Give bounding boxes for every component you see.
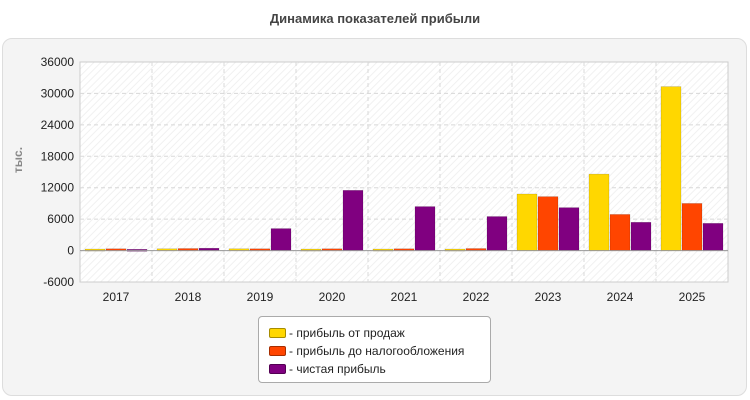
y-tick-label: 12000 bbox=[41, 181, 75, 195]
y-tick-label: 24000 bbox=[41, 118, 75, 132]
x-tick-label: 2024 bbox=[607, 290, 634, 304]
x-tick-label: 2018 bbox=[175, 290, 202, 304]
x-tick-label: 2020 bbox=[319, 290, 346, 304]
y-tick-label: 0 bbox=[67, 244, 74, 258]
bars bbox=[84, 86, 724, 252]
bar bbox=[630, 222, 652, 251]
bar bbox=[609, 214, 631, 251]
x-tick-label: 2017 bbox=[103, 290, 130, 304]
bar bbox=[660, 86, 682, 251]
y-tick-label: 18000 bbox=[41, 149, 75, 163]
x-tick-label: 2019 bbox=[247, 290, 274, 304]
bar bbox=[270, 228, 292, 251]
chart-title: Динамика показателей прибыли bbox=[269, 11, 481, 26]
legend-label: - чистая прибыль bbox=[289, 362, 386, 376]
bar bbox=[342, 190, 364, 251]
legend-swatch bbox=[269, 346, 286, 356]
bar bbox=[681, 203, 703, 251]
x-tick-label: 2023 bbox=[535, 290, 562, 304]
bar bbox=[588, 173, 610, 251]
legend-swatch bbox=[269, 364, 286, 374]
legend-item-pretax-profit: - прибыль до налогообложения bbox=[269, 342, 490, 360]
bar bbox=[516, 193, 538, 251]
bar bbox=[558, 207, 580, 251]
legend-swatch bbox=[269, 328, 286, 338]
legend-item-net-profit: - чистая прибыль bbox=[269, 360, 490, 378]
bar bbox=[486, 216, 508, 251]
legend-item-sales-profit: - прибыль от продаж bbox=[269, 324, 490, 342]
axes: -6000 0 6000 12000 18000 24000 30000 36000 2017 2… bbox=[41, 55, 728, 304]
x-tick-label: 2022 bbox=[463, 290, 490, 304]
x-tick-label: 2025 bbox=[679, 290, 706, 304]
legend-label: - прибыль до налогообложения bbox=[289, 344, 465, 358]
y-tick-label: 36000 bbox=[41, 55, 75, 69]
y-tick-label: -6000 bbox=[43, 275, 74, 289]
y-tick-label: 6000 bbox=[47, 212, 74, 226]
chart-legend: - прибыль от продаж - прибыль до налогоо… bbox=[258, 316, 491, 383]
bar bbox=[702, 223, 724, 251]
bar bbox=[537, 196, 559, 251]
bar bbox=[414, 206, 436, 251]
y-axis-label: тыс. bbox=[11, 147, 25, 173]
legend-label: - прибыль от продаж bbox=[289, 326, 405, 340]
x-tick-label: 2021 bbox=[391, 290, 418, 304]
y-tick-label: 30000 bbox=[41, 86, 75, 100]
